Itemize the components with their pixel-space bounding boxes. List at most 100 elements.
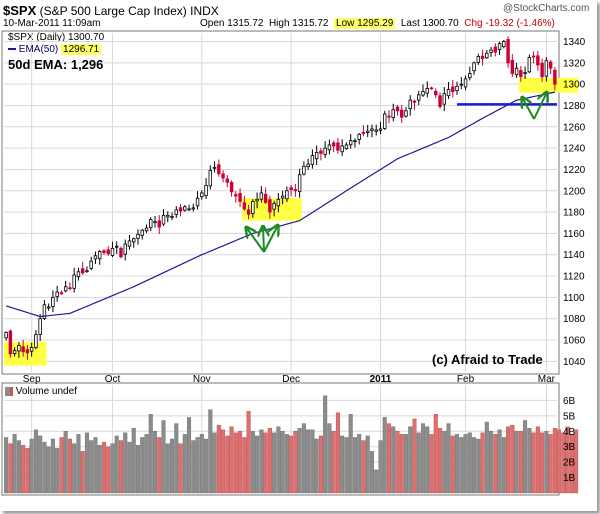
candle-body bbox=[374, 129, 378, 132]
candle-body bbox=[170, 215, 174, 218]
volume-bar bbox=[21, 444, 26, 494]
candle-body bbox=[29, 347, 34, 352]
volume-bar bbox=[386, 423, 391, 494]
candle-body bbox=[132, 238, 136, 243]
volume-bar bbox=[263, 432, 268, 494]
candle-body bbox=[489, 49, 493, 53]
volume-bar bbox=[4, 437, 9, 494]
price-tick-label: 1080 bbox=[563, 314, 586, 325]
price-tick-label: 1060 bbox=[563, 336, 586, 347]
volume-bar bbox=[72, 443, 77, 494]
volume-bar bbox=[399, 434, 404, 494]
candle-body bbox=[314, 151, 319, 160]
volume-bar bbox=[450, 435, 455, 494]
candle-body bbox=[212, 166, 217, 169]
credit-annotation: (c) Afraid to Trade bbox=[432, 352, 543, 367]
volume-bar bbox=[527, 428, 532, 494]
candle-body bbox=[391, 109, 395, 119]
candle-body bbox=[187, 208, 191, 211]
candle-body bbox=[144, 227, 149, 232]
volume-bar bbox=[165, 443, 170, 494]
candle-body bbox=[451, 86, 455, 93]
candle-body bbox=[272, 203, 276, 210]
volume-bar bbox=[557, 429, 562, 494]
candle-body bbox=[400, 109, 404, 118]
candle-body bbox=[514, 67, 519, 76]
candle-body bbox=[387, 115, 391, 118]
candle-body bbox=[527, 57, 532, 73]
candle-body bbox=[544, 60, 549, 77]
candle-body bbox=[293, 189, 298, 192]
support-highlight-zone bbox=[518, 77, 579, 93]
volume-bar bbox=[331, 431, 336, 494]
volume-bar bbox=[131, 428, 136, 494]
volume-bar bbox=[174, 423, 179, 494]
candle-body bbox=[268, 199, 272, 213]
volume-bar bbox=[182, 434, 187, 494]
volume-bar bbox=[463, 434, 468, 494]
volume-legend: Volume undef bbox=[5, 386, 77, 397]
volume-bar bbox=[335, 412, 340, 494]
last-value: Last 1300.70 bbox=[400, 18, 459, 29]
candle-body bbox=[429, 87, 434, 90]
volume-bar bbox=[242, 437, 247, 494]
candle-body bbox=[348, 140, 353, 146]
candle-body bbox=[442, 93, 446, 105]
volume-bar bbox=[84, 432, 89, 494]
candle-body bbox=[204, 185, 208, 196]
candle-body bbox=[8, 330, 13, 355]
candle-body bbox=[110, 247, 115, 256]
volume-bar bbox=[33, 429, 38, 494]
volume-bar bbox=[135, 444, 141, 494]
volume-bar bbox=[416, 432, 421, 494]
price-tick-label: 1300 bbox=[563, 80, 586, 91]
candle-body bbox=[344, 144, 349, 150]
open-value: Open 1315.72 bbox=[200, 18, 264, 29]
high-value: High 1315.72 bbox=[268, 18, 329, 29]
candle-body bbox=[540, 62, 544, 78]
candle-body bbox=[302, 165, 306, 175]
candle-body bbox=[493, 46, 498, 53]
candle-body bbox=[417, 94, 421, 101]
volume-bar bbox=[127, 441, 132, 494]
volume-bar bbox=[493, 434, 498, 494]
volume-bar bbox=[25, 448, 30, 494]
candle-body bbox=[251, 201, 255, 214]
volume-bar bbox=[301, 423, 306, 494]
candle-body bbox=[276, 198, 281, 207]
volume-bar bbox=[408, 426, 413, 494]
candle-body bbox=[259, 192, 264, 200]
candle-body bbox=[42, 304, 47, 319]
price-tick-label: 1200 bbox=[563, 186, 586, 197]
volume-bars bbox=[4, 395, 579, 494]
volume-bar bbox=[297, 428, 302, 494]
volume-bar bbox=[552, 428, 557, 494]
volume-bar bbox=[229, 426, 234, 494]
volume-bar bbox=[148, 414, 153, 494]
candle-body bbox=[246, 209, 251, 215]
volume-bar bbox=[391, 426, 396, 494]
volume-bar bbox=[284, 434, 289, 494]
volume-bar bbox=[204, 438, 209, 494]
candle-body bbox=[12, 350, 17, 354]
candle-body bbox=[536, 55, 540, 66]
volume-bar bbox=[510, 424, 515, 494]
volume-bar bbox=[484, 421, 489, 494]
volume-bar bbox=[101, 441, 106, 494]
volume-bar bbox=[514, 431, 519, 494]
candle-body bbox=[123, 243, 127, 255]
candle-body bbox=[255, 198, 259, 202]
volume-bar bbox=[216, 424, 221, 494]
ema-legend: EMA(50) 1296.71 bbox=[8, 44, 102, 55]
price-candles bbox=[4, 36, 557, 360]
time-tick-label: 2011 bbox=[370, 374, 392, 385]
volume-bar bbox=[106, 446, 111, 494]
volume-bar bbox=[361, 440, 366, 494]
candle-body bbox=[183, 206, 187, 211]
price-tick-label: 1040 bbox=[563, 357, 586, 368]
candle-body bbox=[136, 234, 140, 239]
candle-body bbox=[51, 296, 55, 307]
candle-body bbox=[425, 88, 429, 94]
